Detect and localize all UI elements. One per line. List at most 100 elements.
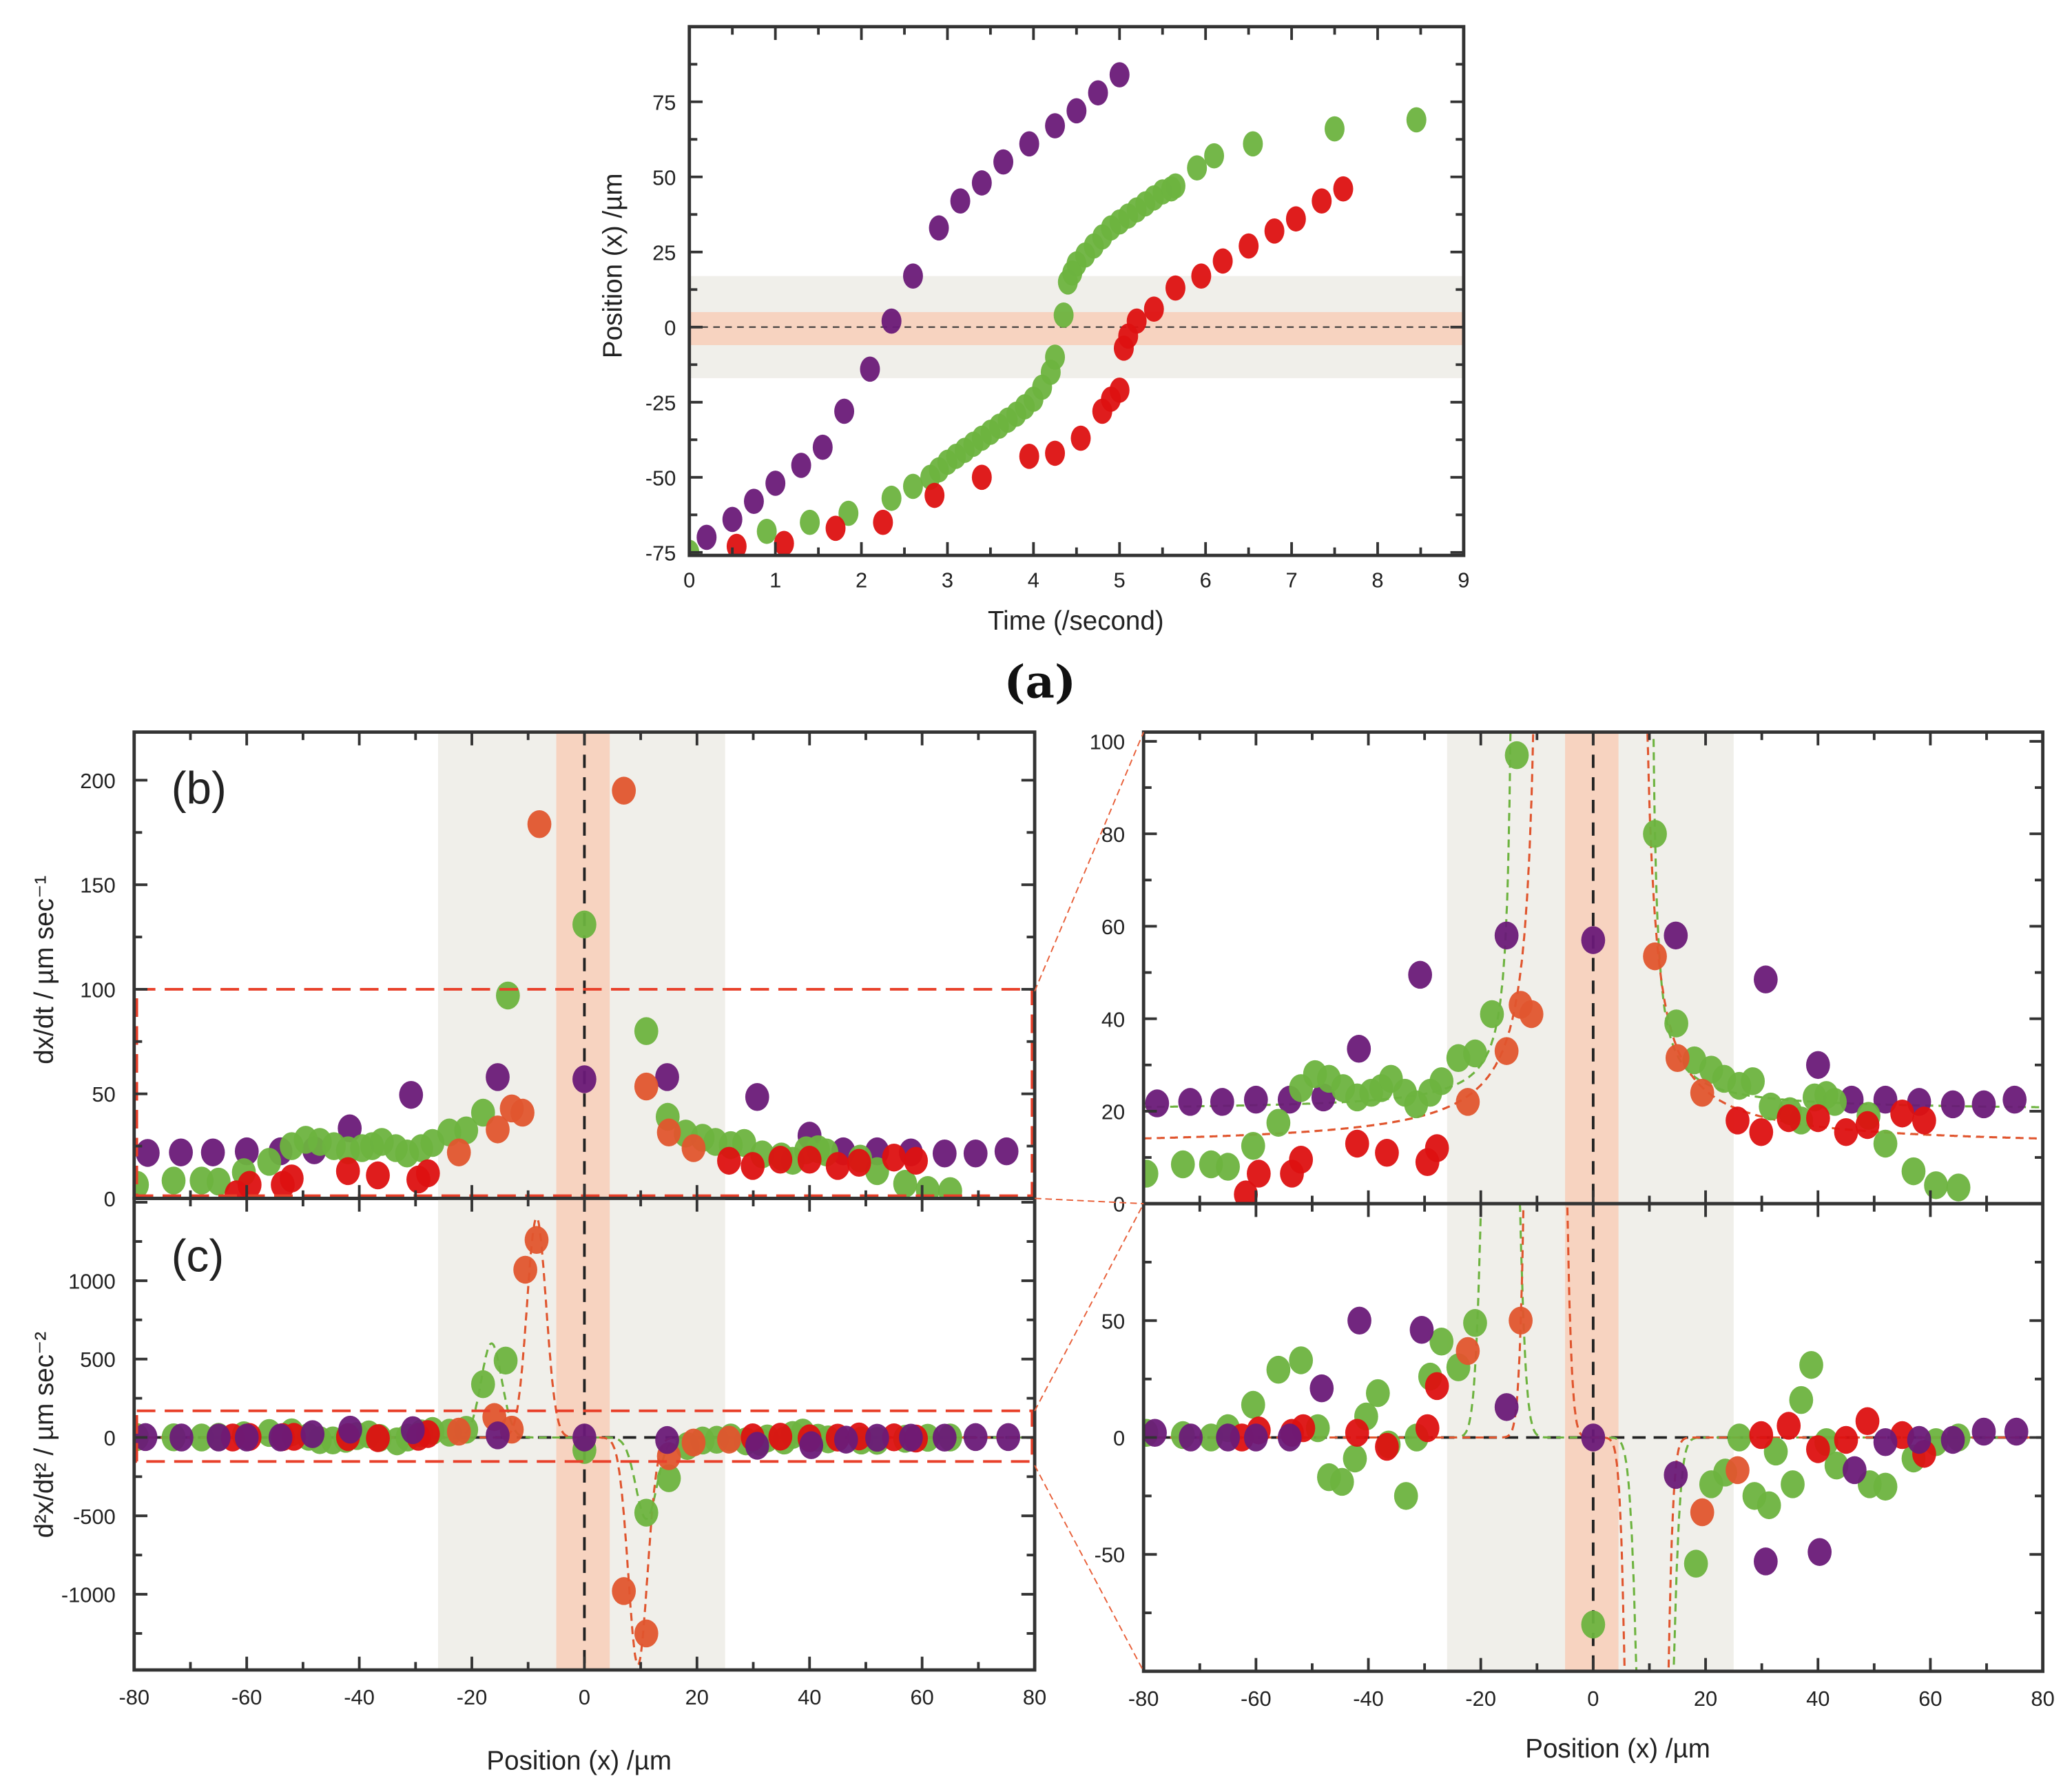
data-point-purple	[1971, 1090, 1996, 1119]
ticks	[687, 25, 1465, 556]
y-tick-label: -25	[645, 391, 676, 415]
data-point-purple	[1178, 1088, 1203, 1116]
panel-b-zoom: 0 20 40 60 80 100	[1090, 730, 2044, 1217]
data-point-green	[938, 1177, 962, 1199]
data-point-purple	[1494, 921, 1519, 950]
data-point-purple	[1494, 1393, 1519, 1421]
data-point-green	[1799, 1350, 1823, 1379]
data-point-green	[634, 1498, 659, 1527]
y-axis-label: dx/dt / µm sec⁻¹	[30, 876, 59, 1064]
data-point-red-transition	[634, 1072, 659, 1101]
data-point-green	[1343, 1444, 1367, 1473]
data-point-green	[1406, 107, 1427, 133]
data-point-red-transition	[446, 1417, 471, 1446]
x-tick-label: 3	[942, 568, 953, 592]
data-point-green	[493, 1346, 518, 1375]
data-point-red-transition	[510, 1098, 535, 1127]
data-point-purple	[1842, 1456, 1867, 1485]
y-tick-label: -50	[645, 466, 676, 490]
data-point-green	[1924, 1171, 1948, 1199]
series-red-transition	[1455, 942, 1714, 1116]
x-axis-label: Time (/second)	[988, 606, 1164, 636]
data-point-red	[971, 464, 992, 491]
x-axis-label: Position (x) /µm	[486, 1746, 672, 1776]
data-point-red	[825, 515, 846, 542]
data-point-green	[800, 509, 820, 535]
x-tick-label: 20	[685, 1685, 709, 1709]
data-point-purple	[881, 308, 902, 334]
data-point-purple	[745, 1083, 769, 1111]
data-point-red	[1289, 1146, 1314, 1174]
data-point-red-transition	[612, 776, 636, 805]
data-point-red	[1834, 1425, 1858, 1454]
data-point-red	[1912, 1106, 1936, 1135]
data-point-purple	[899, 1423, 923, 1452]
data-point-red	[237, 1171, 262, 1199]
data-point-red	[847, 1148, 871, 1177]
panel-a: 0 1 2 3 4 5 6 7 8 9 -75 -50 -25 0 25 50 75 Time (/second)…	[598, 25, 1469, 636]
data-point-red	[1345, 1419, 1369, 1447]
data-point-red	[774, 530, 794, 556]
data-point-green	[1759, 1092, 1783, 1121]
data-point-red	[1191, 263, 1212, 289]
data-point-red	[1285, 206, 1306, 232]
data-point-green	[1170, 1150, 1195, 1179]
data-point-red	[1239, 233, 1259, 259]
data-point-purple	[399, 1080, 424, 1109]
data-point-red	[1333, 176, 1354, 202]
data-point-purple	[993, 149, 1014, 175]
data-point-green	[189, 1423, 214, 1452]
data-point-purple	[1971, 1417, 1996, 1446]
data-point-purple	[1408, 960, 1432, 989]
x-tick-label: -20	[1465, 1687, 1496, 1711]
data-point-purple	[932, 1423, 957, 1452]
y-axis-label: d²x/dt² / µm sec⁻²	[30, 1332, 59, 1538]
data-point-purple	[971, 170, 992, 196]
y-tick-label: 100	[1090, 730, 1125, 754]
data-point-red-transition	[1494, 1037, 1519, 1065]
data-point-red-transition	[513, 1255, 537, 1284]
data-point-purple	[929, 215, 949, 241]
x-axis-label: Position (x) /µm	[1525, 1734, 1710, 1764]
data-point-green	[1166, 173, 1185, 199]
data-point-green	[189, 1166, 214, 1195]
data-point-purple	[338, 1415, 362, 1444]
data-point-purple	[1216, 1423, 1240, 1452]
data-point-red-transition	[681, 1134, 706, 1162]
data-point-purple	[865, 1423, 889, 1452]
data-point-red	[1247, 1160, 1271, 1188]
series-red	[225, 1143, 929, 1199]
data-point-purple	[486, 1063, 510, 1091]
panel-c: -80 -60 -40 -20 0 20 40 60 80 -1000 -500 0 500 1000 Po…	[30, 1197, 1046, 1776]
data-point-purple	[1243, 1423, 1268, 1452]
data-point-green	[756, 518, 777, 544]
data-point-purple	[400, 1416, 425, 1445]
data-point-red	[1345, 1129, 1369, 1158]
y-axis-label: Position (x) /µm	[598, 174, 628, 359]
x-tick-label: -60	[231, 1685, 262, 1709]
data-point-green	[1664, 1009, 1688, 1038]
data-point-red	[1019, 444, 1039, 469]
data-point-red	[1375, 1432, 1399, 1461]
x-tick-label: 8	[1371, 568, 1383, 592]
data-point-green	[1757, 1491, 1781, 1520]
data-point-green	[454, 1116, 479, 1144]
data-point-red-transition	[634, 1619, 659, 1648]
region-band-inner	[556, 732, 610, 1199]
data-point-green	[1329, 1467, 1354, 1496]
y-tick-label: -75	[645, 541, 676, 565]
data-point-red	[1776, 1104, 1801, 1133]
data-point-red-transition	[527, 810, 552, 838]
data-point-purple	[902, 263, 923, 289]
x-tick-label: 60	[911, 1685, 934, 1709]
data-point-green	[161, 1166, 186, 1195]
ticks	[1142, 1202, 2044, 1673]
panel-c-zoom: -80 -60 -40 -20 0 20 40 60 80 -50 0 50 Position (x) …	[1095, 1202, 2055, 1764]
data-point-purple	[1347, 1306, 1371, 1335]
data-point-purple	[1145, 1089, 1170, 1117]
data-point-purple	[1805, 1051, 1830, 1080]
x-tick-label: 0	[683, 568, 695, 592]
data-point-red	[366, 1424, 390, 1452]
data-point-green	[1241, 1132, 1265, 1160]
data-point-red	[1855, 1111, 1880, 1140]
